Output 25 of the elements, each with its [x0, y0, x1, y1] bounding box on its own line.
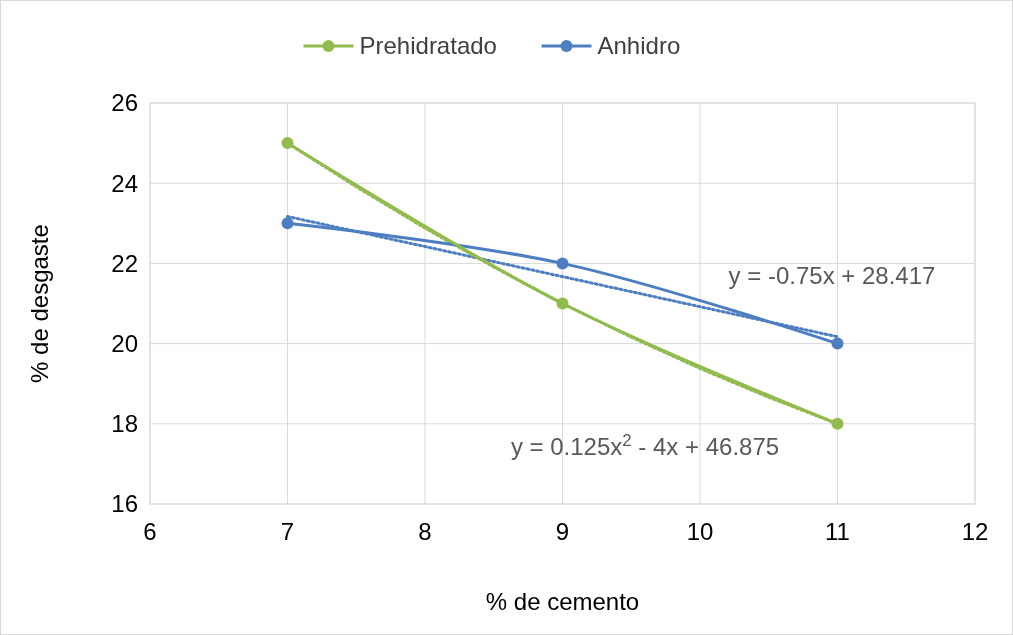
point: [556, 257, 569, 270]
point: [556, 297, 569, 310]
y-tick-label: 24: [111, 169, 138, 197]
x-tick-label: 12: [961, 518, 989, 545]
y-tick-label: 22: [111, 249, 138, 277]
x-tick-label: 6: [143, 518, 157, 545]
y-axis-title: % de desgaste: [26, 224, 53, 383]
x-axis-title: % de cemento: [485, 588, 640, 615]
point: [831, 417, 844, 430]
x-tick-label: 9: [555, 518, 570, 545]
y-tick-label: 18: [111, 410, 138, 438]
legend-label: Prehidratado: [359, 32, 497, 60]
x-tick-label: 10: [686, 518, 714, 545]
point: [281, 217, 294, 230]
annotation: y = -0.75x + 28.417: [728, 262, 936, 290]
y-tick-label: 20: [111, 330, 138, 357]
legend-label: Anhidro: [597, 32, 681, 60]
y-tick-label: 16: [111, 490, 138, 518]
x-tick-label: 11: [825, 518, 850, 545]
y-tick-label: 26: [111, 89, 138, 117]
annotation: y = 0.125x$^{2}$ - 4x + 46.875: [510, 430, 780, 461]
x-tick-label: 7: [280, 518, 295, 545]
point: [281, 137, 294, 150]
point: [831, 337, 844, 350]
x-tick-label: 8: [418, 518, 432, 545]
